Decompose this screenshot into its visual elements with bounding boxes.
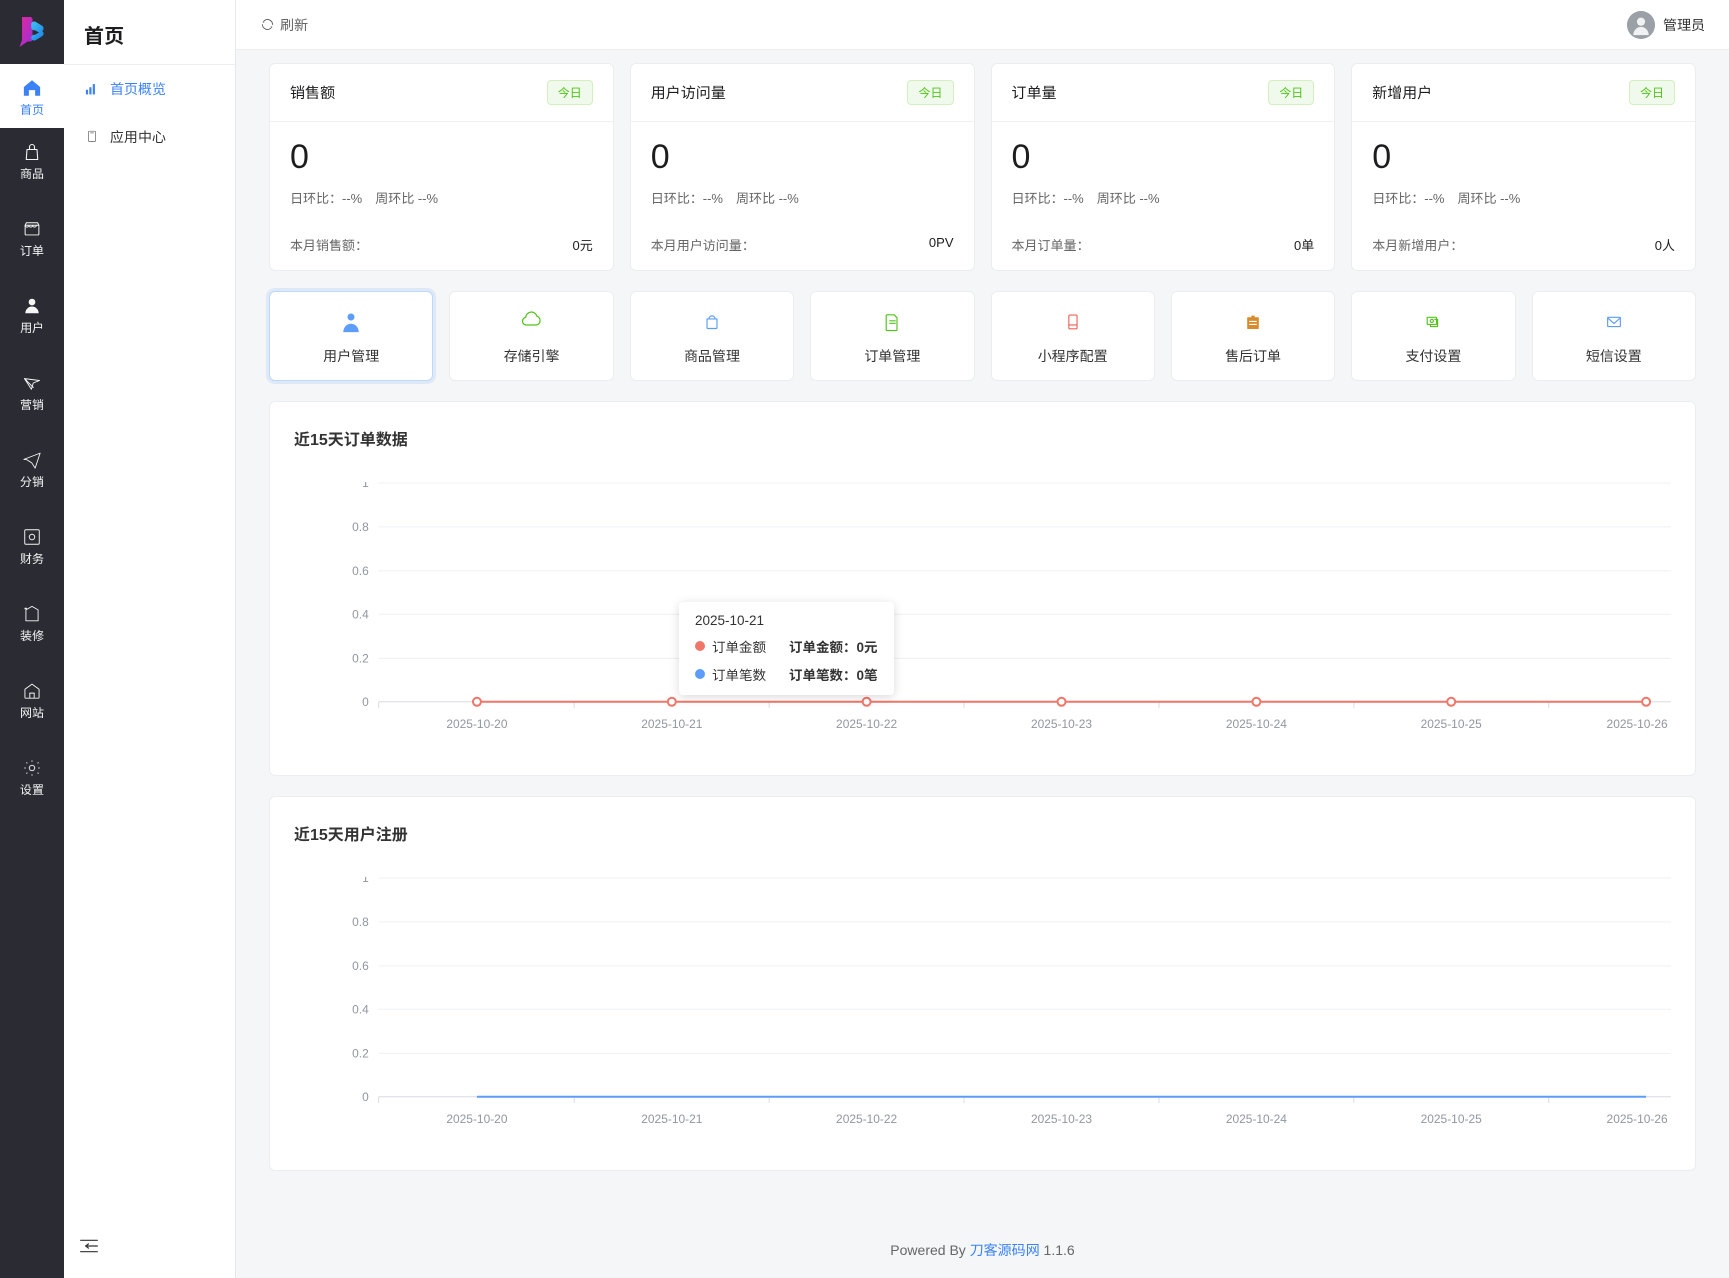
svg-text:2025-10-24: 2025-10-24 — [1226, 717, 1287, 731]
svg-text:0: 0 — [362, 695, 369, 709]
svg-text:2025-10-21: 2025-10-21 — [641, 1112, 702, 1126]
svg-text:2025-10-22: 2025-10-22 — [836, 1112, 897, 1126]
svg-text:2025-10-26: 2025-10-26 — [1607, 717, 1668, 731]
svg-text:0.4: 0.4 — [352, 607, 369, 621]
svg-text:0: 0 — [362, 1090, 369, 1104]
svg-text:0.8: 0.8 — [352, 915, 369, 929]
svg-text:0.6: 0.6 — [352, 564, 369, 578]
svg-text:2025-10-26: 2025-10-26 — [1607, 1112, 1668, 1126]
svg-text:2025-10-24: 2025-10-24 — [1226, 1112, 1287, 1126]
svg-text:0.2: 0.2 — [352, 651, 369, 665]
svg-text:2025-10-23: 2025-10-23 — [1031, 717, 1092, 731]
svg-text:2025-10-25: 2025-10-25 — [1421, 717, 1482, 731]
svg-text:0.8: 0.8 — [352, 520, 369, 534]
svg-text:1: 1 — [362, 482, 369, 490]
svg-text:2025-10-20: 2025-10-20 — [446, 717, 507, 731]
svg-text:2025-10-21: 2025-10-21 — [641, 717, 702, 731]
svg-text:1: 1 — [362, 877, 369, 885]
svg-text:0.4: 0.4 — [352, 1002, 369, 1016]
svg-text:0.2: 0.2 — [352, 1046, 369, 1060]
svg-text:2025-10-22: 2025-10-22 — [836, 717, 897, 731]
svg-text:2025-10-20: 2025-10-20 — [446, 1112, 507, 1126]
svg-text:0.6: 0.6 — [352, 959, 369, 973]
svg-text:2025-10-23: 2025-10-23 — [1031, 1112, 1092, 1126]
svg-text:2025-10-25: 2025-10-25 — [1421, 1112, 1482, 1126]
